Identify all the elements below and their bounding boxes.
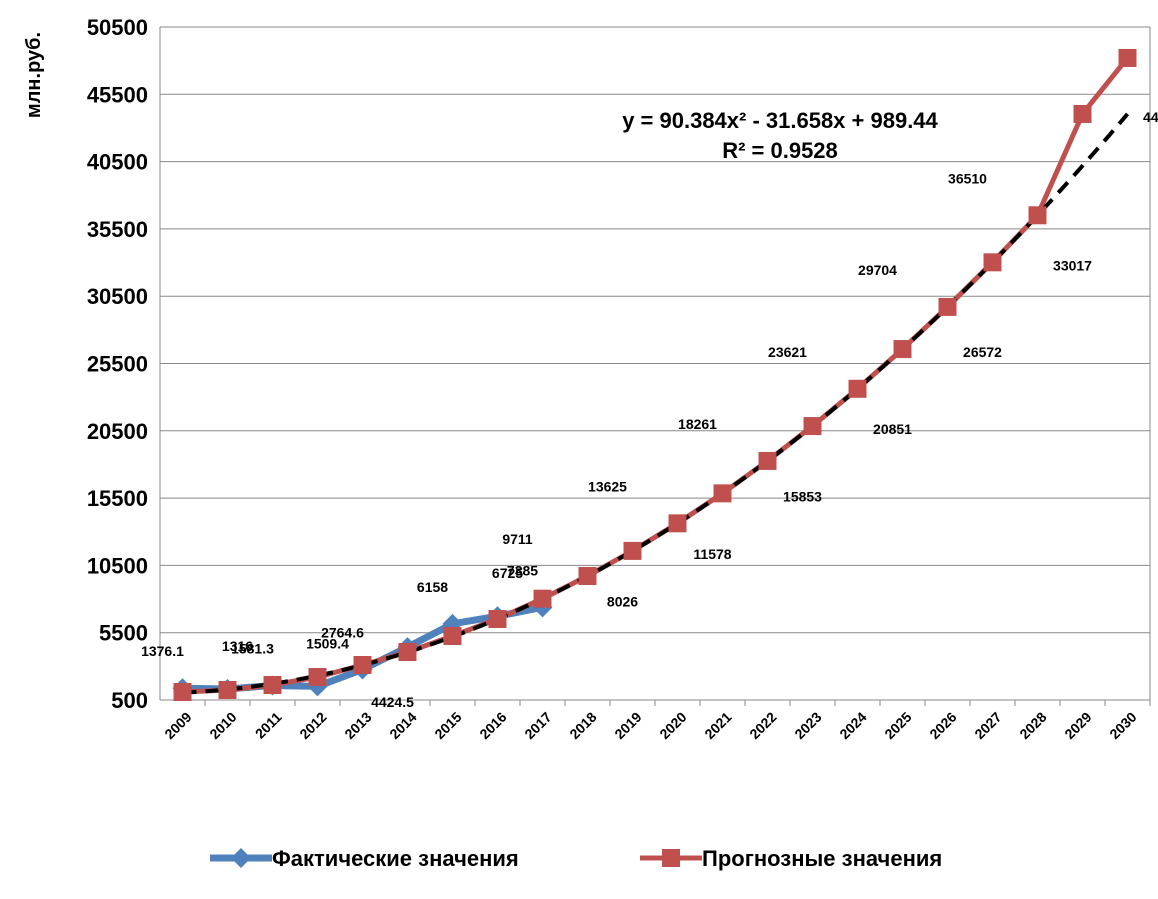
- data-label: 1376.1: [141, 643, 184, 659]
- marker: [1028, 206, 1047, 225]
- y-tick-label: 40500: [87, 150, 148, 175]
- data-label: 8026: [607, 594, 638, 610]
- legend-marker: [662, 849, 680, 867]
- data-label: 6158: [417, 579, 448, 595]
- x-tick-label: 2022: [746, 709, 779, 742]
- x-tick-label: 2028: [1016, 709, 1049, 742]
- marker: [353, 656, 372, 675]
- data-label: 1316: [222, 638, 253, 654]
- y-tick-label: 30500: [87, 284, 148, 309]
- x-tick-label: 2021: [701, 709, 734, 742]
- marker: [1118, 48, 1137, 67]
- x-tick-label: 2025: [881, 709, 914, 742]
- marker: [623, 541, 642, 560]
- marker: [893, 340, 912, 359]
- marker: [578, 567, 597, 586]
- trendline: [182, 112, 1130, 695]
- data-label: 1581.3: [231, 640, 274, 656]
- data-label: 11578: [693, 546, 731, 562]
- y-tick-label: 10500: [87, 553, 148, 578]
- data-label: 29704: [858, 262, 897, 278]
- trend-r2: R² = 0.9528: [722, 138, 838, 163]
- x-tick-label: 2023: [791, 709, 824, 742]
- x-tick-label: 2026: [926, 709, 959, 742]
- y-tick-label: 15500: [87, 486, 148, 511]
- data-label: 20851: [873, 421, 912, 437]
- x-tick-label: 2027: [971, 709, 1004, 742]
- y-tick-label: 25500: [87, 352, 148, 377]
- data-label: 33017: [1053, 257, 1092, 273]
- marker: [533, 589, 552, 608]
- y-tick-label: 500: [111, 688, 148, 713]
- marker: [263, 676, 282, 695]
- data-label: 44039: [1143, 109, 1158, 125]
- marker: [398, 643, 417, 662]
- x-tick-label: 2020: [656, 709, 689, 742]
- data-label: 2764.6: [321, 625, 364, 641]
- series-line: [182, 56, 1130, 695]
- legend-marker: [231, 848, 251, 868]
- marker: [488, 610, 507, 629]
- y-tick-label: 45500: [87, 82, 148, 107]
- legend-label: Прогнозные значения: [702, 846, 942, 871]
- x-tick-label: 2019: [611, 709, 644, 742]
- x-tick-label: 2009: [161, 709, 194, 742]
- marker: [713, 484, 732, 503]
- x-tick-label: 2014: [386, 709, 419, 742]
- trend-equation: y = 90.384x² - 31.658x + 989.44: [622, 108, 938, 133]
- data-label: 6725: [492, 565, 523, 581]
- marker: [758, 451, 777, 470]
- marker: [443, 626, 462, 645]
- x-tick-label: 2018: [566, 709, 599, 742]
- data-label: 1509.4: [306, 635, 349, 651]
- y-axis-label: млн.руб.: [23, 32, 45, 118]
- marker: [308, 667, 327, 686]
- data-label: 9711: [502, 531, 533, 547]
- marker: [668, 514, 687, 533]
- x-tick-label: 2029: [1061, 709, 1094, 742]
- marker: [803, 417, 822, 436]
- y-tick-label: 35500: [87, 217, 148, 242]
- marker: [1073, 104, 1092, 123]
- marker: [983, 253, 1002, 272]
- x-tick-label: 2010: [206, 709, 239, 742]
- marker: [938, 297, 957, 316]
- data-label: 36510: [948, 170, 987, 186]
- y-tick-label: 5500: [99, 621, 148, 646]
- marker: [218, 680, 237, 699]
- data-label: 26572: [963, 344, 1002, 360]
- legend-label: Фактические значения: [272, 846, 519, 871]
- marker: [173, 683, 192, 702]
- x-tick-label: 2016: [476, 709, 509, 742]
- data-label: 13625: [588, 478, 627, 494]
- marker: [848, 379, 867, 398]
- x-tick-label: 2030: [1106, 709, 1139, 742]
- x-tick-label: 2011: [252, 709, 285, 742]
- x-tick-label: 2012: [296, 709, 329, 742]
- x-tick-label: 2015: [431, 709, 464, 742]
- x-tick-label: 2024: [836, 709, 869, 742]
- data-label: 23621: [768, 344, 807, 360]
- y-tick-label: 20500: [87, 419, 148, 444]
- data-label: 4424.5: [371, 694, 414, 710]
- x-tick-label: 2013: [341, 709, 374, 742]
- y-tick-label: 50500: [87, 15, 148, 40]
- x-tick-label: 2017: [521, 709, 554, 742]
- data-label: 7385: [507, 562, 538, 578]
- data-label: 18261: [678, 416, 717, 432]
- data-label: 15853: [783, 488, 822, 504]
